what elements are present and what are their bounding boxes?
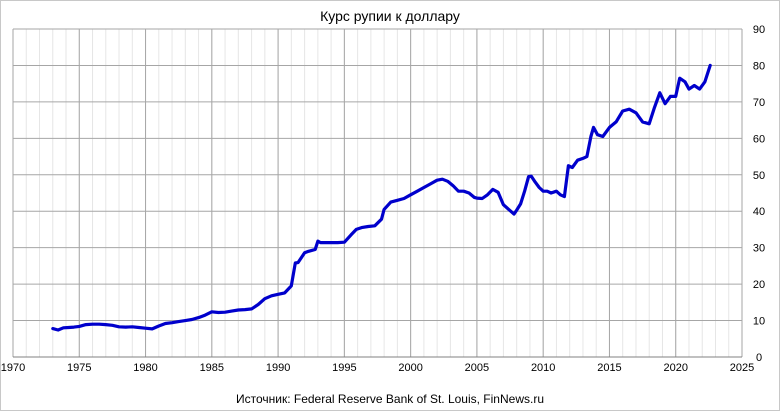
series-layer xyxy=(51,63,712,332)
x-tick-label: 2020 xyxy=(663,362,687,374)
source-note: Источник: Federal Reserve Bank of St. Lo… xyxy=(235,392,544,406)
x-tick-label: 2015 xyxy=(597,362,621,374)
y-tick-label: 60 xyxy=(753,133,765,145)
y-tick-label: 30 xyxy=(753,243,765,255)
x-tick-label: 1995 xyxy=(332,362,356,374)
y-tick-label: 40 xyxy=(753,206,765,218)
x-tick-label: 1975 xyxy=(67,362,91,374)
x-axis-ticks: 1970 1975 1980 1985 1990 1995 2000 2005 2010 2015… xyxy=(1,362,754,374)
grid-lines xyxy=(12,28,743,358)
x-tick-label: 1980 xyxy=(133,362,157,374)
y-tick-label: 10 xyxy=(753,316,765,328)
y-tick-label: 70 xyxy=(753,97,765,109)
x-tick-label: 2025 xyxy=(730,362,754,374)
x-tick-label: 2000 xyxy=(398,362,422,374)
y-tick-label: 20 xyxy=(753,279,765,291)
series-line-0 xyxy=(51,63,712,332)
y-tick-label: 80 xyxy=(753,60,765,72)
chart-title: Курс рупии к доллару xyxy=(320,8,460,24)
y-tick-label: 0 xyxy=(756,352,762,364)
x-tick-label: 2010 xyxy=(531,362,555,374)
x-tick-label: 1970 xyxy=(1,362,25,374)
x-tick-label: 2005 xyxy=(465,362,489,374)
x-tick-label: 1985 xyxy=(200,362,224,374)
x-tick-label: 1990 xyxy=(266,362,290,374)
y-tick-label: 90 xyxy=(753,24,765,36)
y-axis-ticks: 0 10 20 30 40 50 60 70 80 90 xyxy=(753,24,765,364)
y-tick-label: 50 xyxy=(753,170,765,182)
